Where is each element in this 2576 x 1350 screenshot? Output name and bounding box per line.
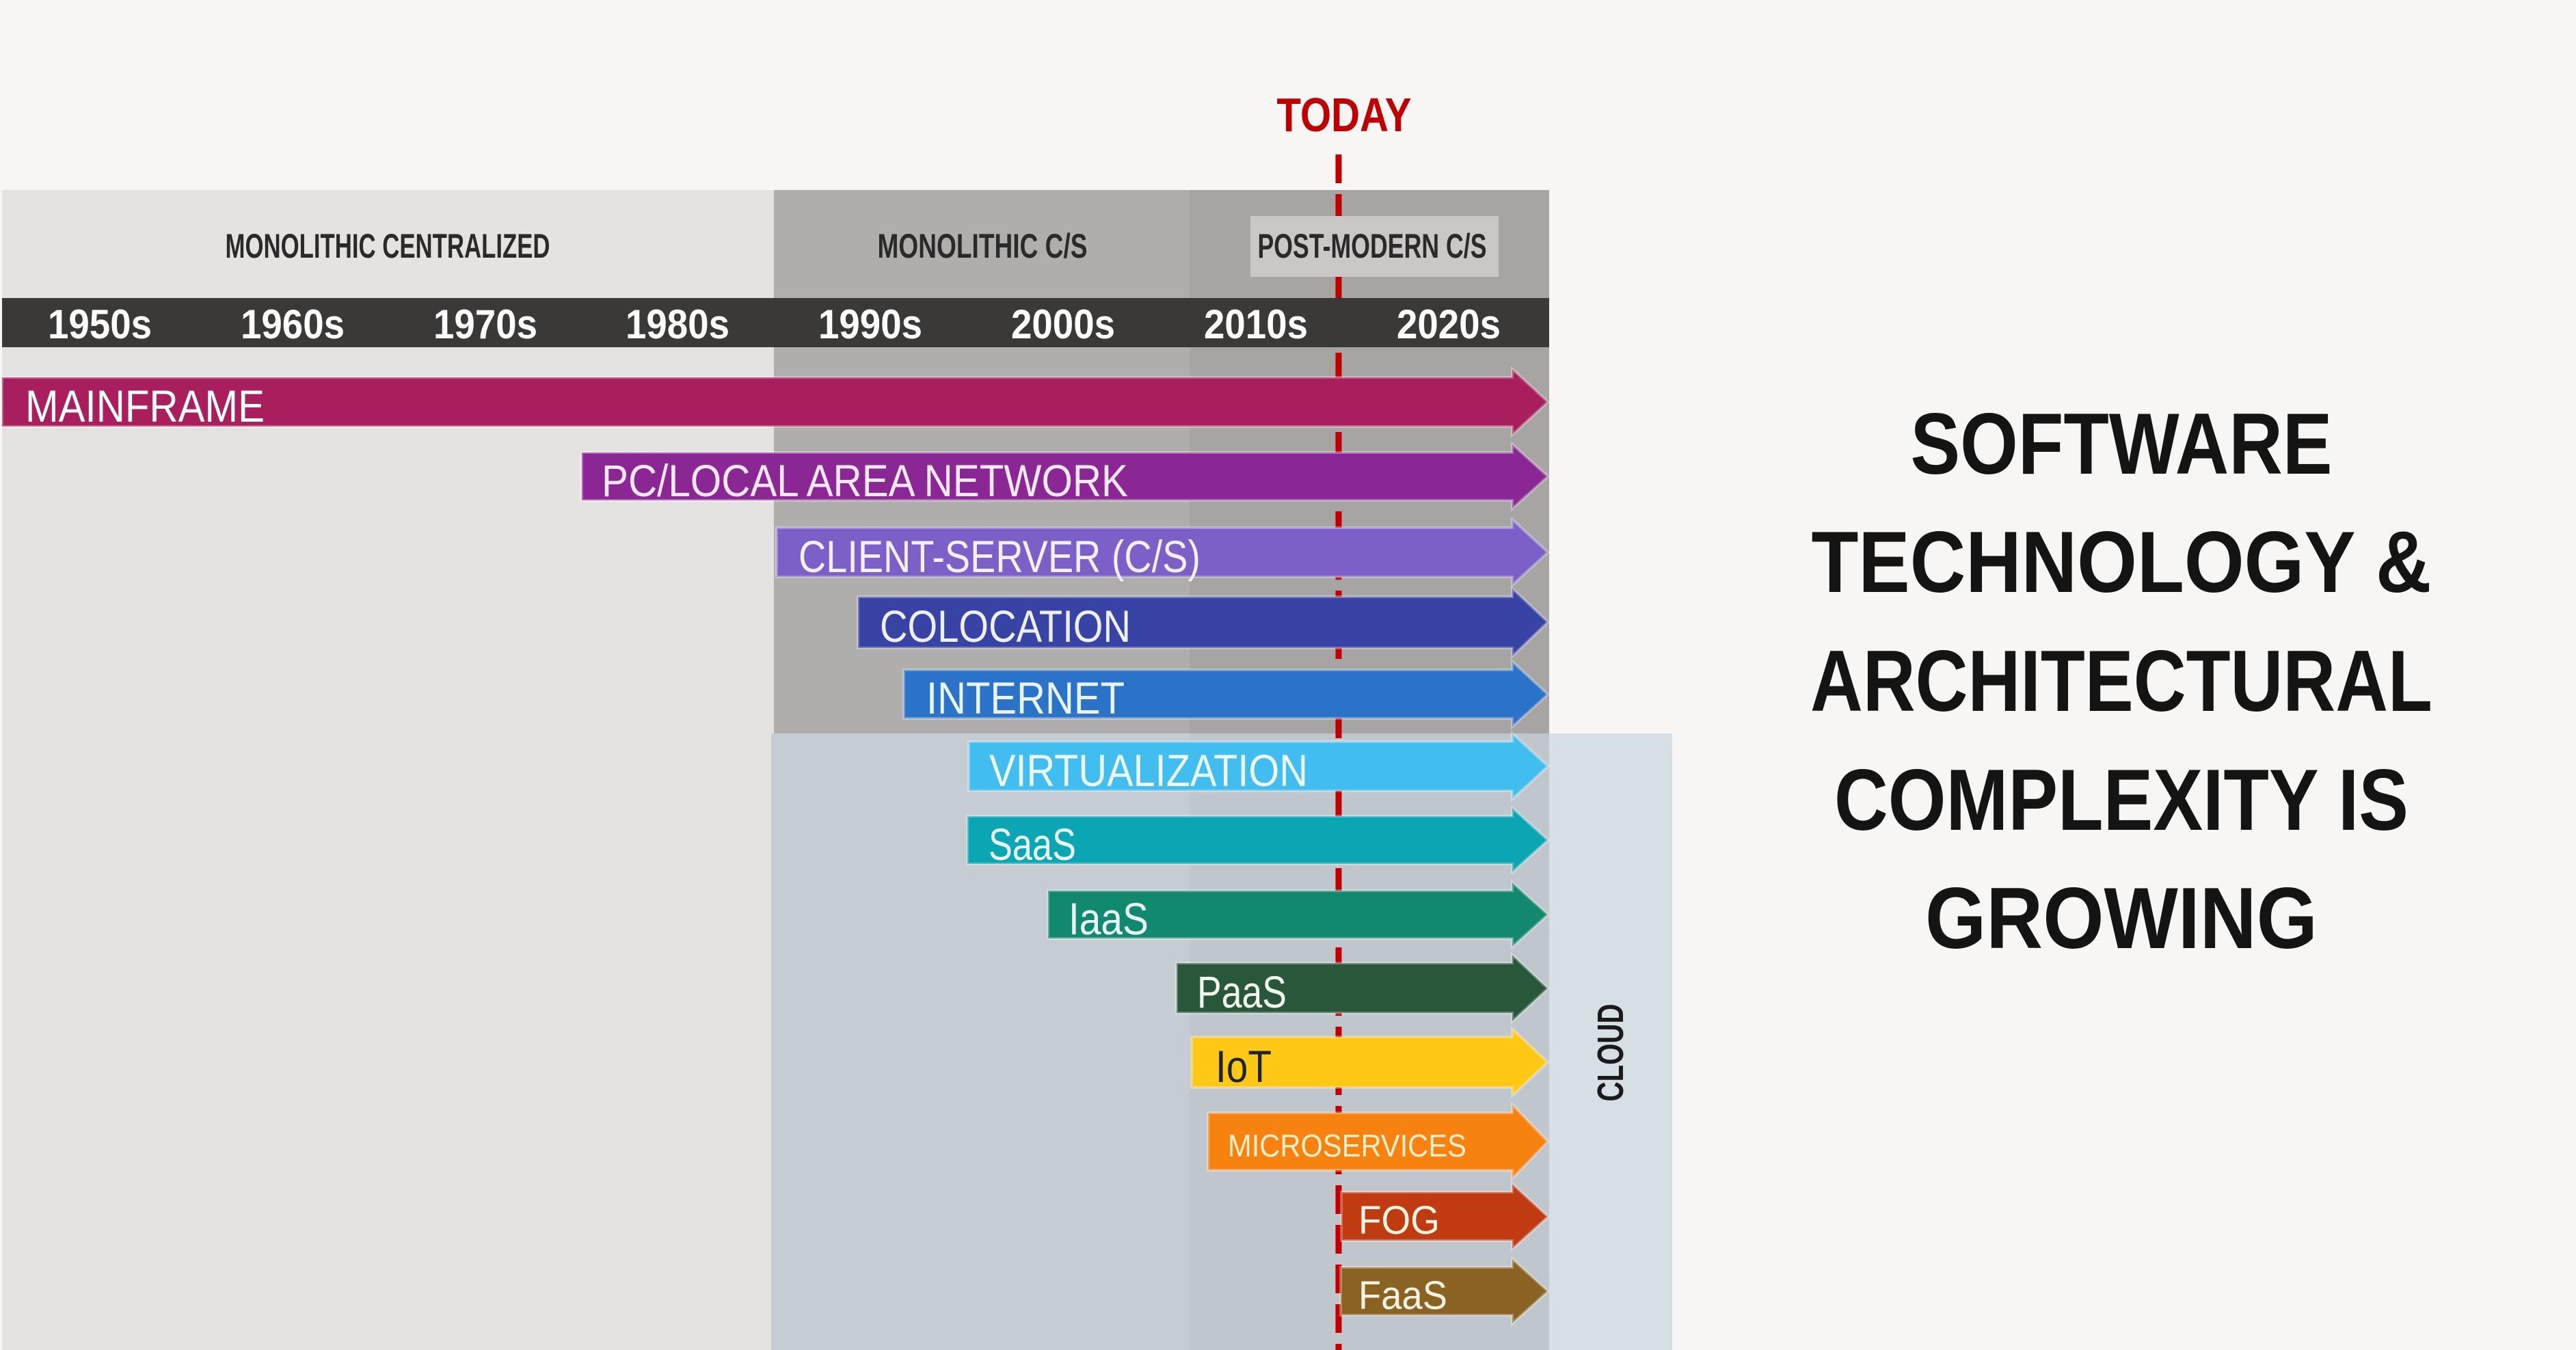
svg-text:PaaS: PaaS xyxy=(1197,967,1287,1017)
svg-text:CLOUD: CLOUD xyxy=(1590,1004,1631,1102)
svg-text:FaaS: FaaS xyxy=(1358,1273,1447,1318)
svg-text:GROWING: GROWING xyxy=(1925,869,2318,967)
svg-text:SaaS: SaaS xyxy=(989,819,1076,869)
svg-text:MONOLITHIC C/S: MONOLITHIC C/S xyxy=(878,227,1088,265)
svg-text:IoT: IoT xyxy=(1216,1041,1272,1092)
svg-text:1980s: 1980s xyxy=(626,301,729,347)
svg-text:MONOLITHIC CENTRALIZED: MONOLITHIC CENTRALIZED xyxy=(226,227,550,265)
svg-text:POST-MODERN C/S: POST-MODERN C/S xyxy=(1258,227,1487,265)
svg-text:TECHNOLOGY &: TECHNOLOGY & xyxy=(1812,513,2432,610)
svg-text:1960s: 1960s xyxy=(241,301,345,347)
svg-text:COLOCATION: COLOCATION xyxy=(880,601,1131,651)
svg-text:1950s: 1950s xyxy=(48,301,152,347)
svg-text:FOG: FOG xyxy=(1358,1198,1440,1243)
svg-text:SOFTWARE: SOFTWARE xyxy=(1911,395,2333,492)
svg-text:1990s: 1990s xyxy=(818,301,922,347)
svg-text:VIRTUALIZATION: VIRTUALIZATION xyxy=(989,745,1308,796)
svg-text:2010s: 2010s xyxy=(1204,301,1308,347)
svg-text:ARCHITECTURAL: ARCHITECTURAL xyxy=(1810,632,2432,729)
svg-text:CLIENT-SERVER (C/S): CLIENT-SERVER (C/S) xyxy=(799,531,1200,582)
svg-text:COMPLEXITY IS: COMPLEXITY IS xyxy=(1834,751,2409,848)
svg-text:1970s: 1970s xyxy=(433,301,537,347)
svg-text:2020s: 2020s xyxy=(1397,301,1501,347)
svg-text:MAINFRAME: MAINFRAME xyxy=(25,381,265,431)
svg-text:PC/LOCAL AREA NETWORK: PC/LOCAL AREA NETWORK xyxy=(602,455,1128,506)
svg-text:INTERNET: INTERNET xyxy=(926,673,1125,723)
svg-text:2000s: 2000s xyxy=(1011,301,1115,347)
svg-text:MICROSERVICES: MICROSERVICES xyxy=(1228,1128,1466,1163)
svg-text:IaaS: IaaS xyxy=(1069,893,1149,944)
svg-text:TODAY: TODAY xyxy=(1277,88,1412,141)
